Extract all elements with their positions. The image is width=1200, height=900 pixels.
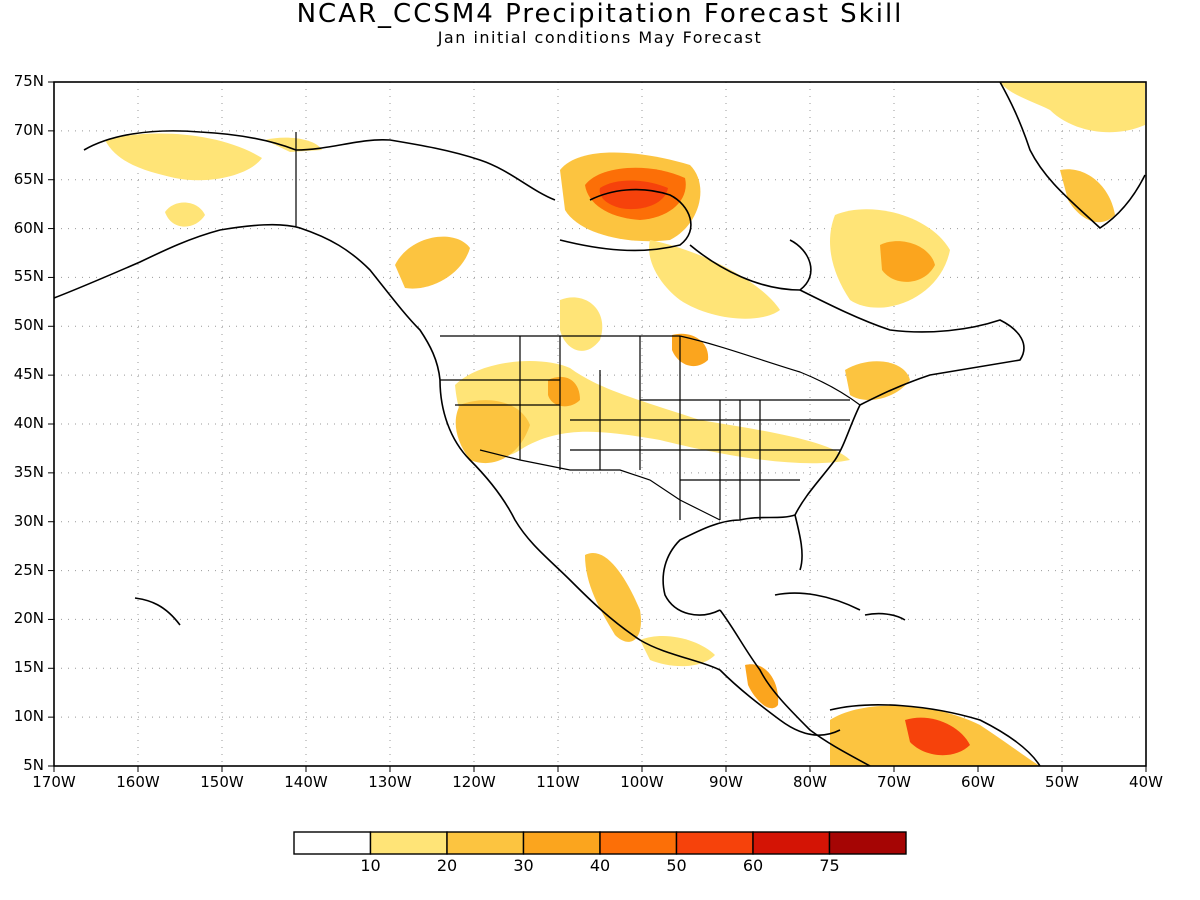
skill-region-central-america [745, 664, 779, 709]
lat-label: 50N [13, 316, 44, 335]
coastline-hudson-bay [559, 188, 812, 291]
coastline-alaska [83, 130, 556, 201]
coastline-central-america [719, 609, 871, 766]
lon-label: 100W [620, 773, 664, 791]
colorbar-swatch [522, 831, 601, 855]
lon-label: 40W [1129, 773, 1163, 791]
lat-label: 55N [13, 267, 44, 286]
skill-region-northeast [845, 361, 910, 400]
skill-region-bc [395, 236, 470, 289]
lat-label: 60N [13, 218, 44, 237]
colorbar-label: 30 [513, 856, 534, 875]
coastline-hispaniola [864, 612, 906, 621]
lat-label: 5N [23, 756, 44, 774]
skill-region-hudson-peak [599, 180, 668, 210]
coastline-greenland [999, 82, 1146, 230]
lon-label: 60W [961, 773, 995, 791]
coastline-hawaii [134, 597, 181, 626]
lon-label: 90W [709, 773, 743, 791]
lon-label: 50W [1045, 773, 1079, 791]
colorbar-label: 40 [589, 856, 611, 875]
state-lines [440, 336, 850, 520]
map-title: NCAR_CCSM4 Precipitation Forecast Skill [296, 0, 904, 29]
colorbar-swatch [675, 831, 754, 855]
lat-label: 40N [13, 414, 44, 432]
coastlines [54, 82, 1146, 766]
colorbar-swatch [599, 831, 678, 855]
skill-region-mid-plains [560, 297, 603, 351]
lat-label: 75N [13, 72, 44, 90]
colorbar-swatch [828, 831, 907, 855]
colorbar-swatch [293, 831, 372, 855]
skill-region-mexico-south [640, 635, 715, 667]
lat-label: 65N [13, 169, 44, 188]
lat-label: 10N [13, 707, 44, 726]
map-frame [53, 81, 1147, 767]
skill-region-ontario [672, 333, 709, 367]
lat-label: 15N [13, 658, 44, 677]
colorbar-swatch [446, 831, 525, 855]
lon-label: 120W [452, 773, 496, 791]
border-us-mexico [479, 449, 721, 521]
lat-label: 35N [13, 462, 44, 481]
colorbar-label: 75 [819, 856, 840, 875]
skill-region-alaska [105, 133, 262, 181]
lat-label: 45N [13, 365, 44, 384]
lat-label: 20N [13, 609, 44, 628]
skill-region-wyoming [548, 376, 580, 407]
political-borders [295, 132, 861, 521]
coastline-south-america [829, 704, 1041, 766]
lat-label: 30N [13, 511, 44, 530]
lon-label: 140W [284, 773, 328, 791]
lon-label: 70W [877, 773, 911, 791]
skill-region-great-basin [455, 400, 530, 464]
coastline-east-us [662, 404, 861, 616]
skill-shading [105, 82, 1145, 766]
lon-label: 80W [793, 773, 827, 791]
skill-region-mexico [585, 553, 641, 642]
colorbar-label: 10 [360, 856, 381, 875]
skill-region-hudson-south [649, 240, 780, 319]
colorbar-label: 20 [436, 856, 458, 875]
lat-label: 70N [13, 120, 44, 139]
colorbar-label: 50 [666, 856, 687, 875]
colorbar [293, 831, 907, 855]
lat-label: 25N [13, 560, 44, 579]
lon-label: 110W [536, 773, 580, 791]
skill-region-alaska-north [265, 137, 322, 152]
map-subtitle: Jan initial conditions May Forecast [437, 28, 763, 47]
lon-label: 170W [32, 773, 76, 791]
skill-region-greenland [1000, 82, 1145, 133]
skill-region-greenland-south [1060, 169, 1115, 223]
lon-label: 150W [200, 773, 244, 791]
lon-label: 130W [368, 773, 412, 791]
skill-region-venezuela [905, 717, 970, 756]
colorbar-label: 60 [742, 856, 764, 875]
colorbar-swatch [752, 831, 831, 855]
skill-region-alaska-south [165, 202, 205, 227]
skill-region-labrador-core [880, 241, 935, 282]
colorbar-swatch [369, 831, 448, 855]
coastline-alaska-south [54, 223, 841, 736]
lon-label: 160W [116, 773, 160, 791]
coastline-cuba [774, 592, 861, 611]
coastline-labrador [799, 289, 1025, 406]
